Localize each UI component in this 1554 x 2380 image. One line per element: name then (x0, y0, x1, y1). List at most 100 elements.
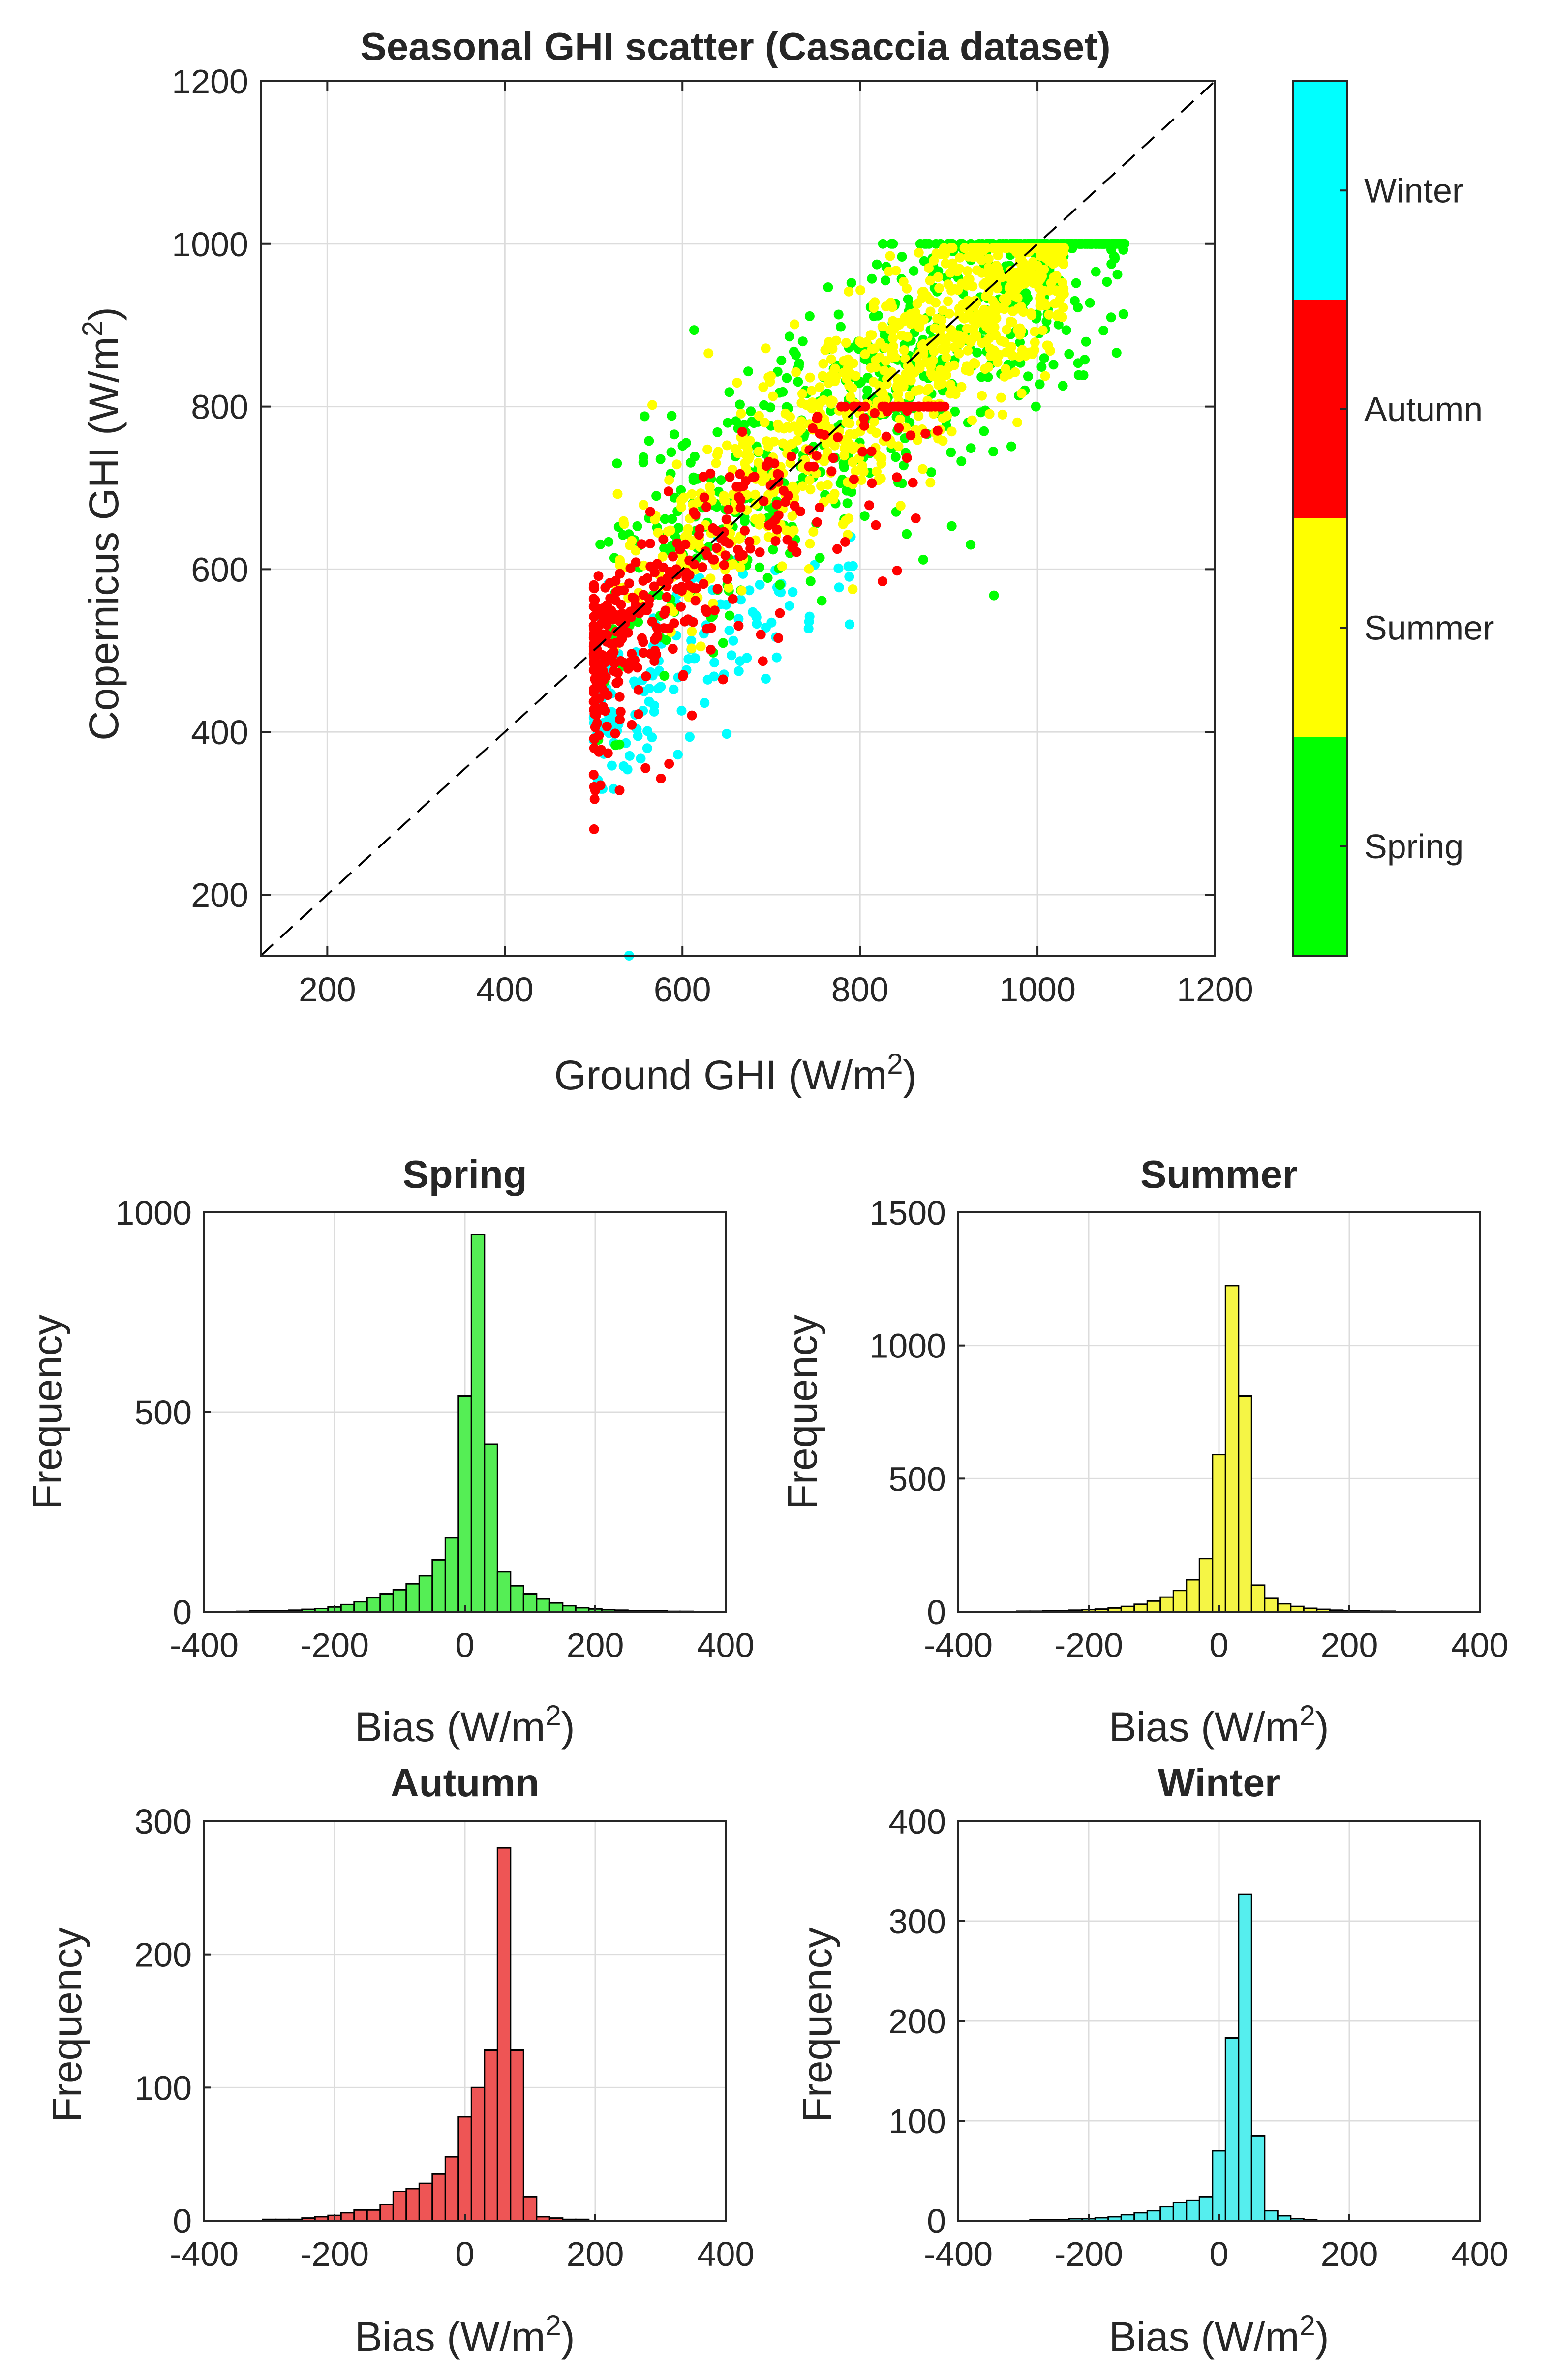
scatter-point-summer (848, 457, 858, 467)
scatter-point-autumn (589, 782, 599, 792)
scatter-point-winter (669, 684, 679, 694)
scatter-point-autumn (590, 722, 600, 732)
scatter-point-autumn (699, 579, 709, 589)
scatter-point-summer (1002, 325, 1012, 335)
histogram-bar-autumn (379, 2204, 394, 2222)
scatter-point-summer (719, 495, 729, 505)
scatter-point-summer (934, 283, 945, 293)
scatter-point-summer (909, 367, 919, 378)
scatter-point-summer (785, 412, 795, 422)
scatter-point-summer (885, 251, 895, 261)
scatter-point-summer (869, 417, 879, 427)
scatter-point-autumn (804, 445, 815, 455)
scatter-point-spring (902, 529, 912, 539)
histogram-bar-autumn (353, 2209, 368, 2222)
scatter-point-autumn (809, 461, 819, 472)
scatter-point-summer (914, 348, 925, 359)
scatter-point-summer (893, 318, 904, 328)
scatter-point-summer (867, 330, 877, 340)
scatter-point-autumn (728, 594, 738, 604)
scatter-point-autumn (591, 659, 601, 669)
histogram-bar-winter (1146, 2210, 1161, 2222)
scatter-point-autumn (720, 550, 731, 561)
scatter-point-summer (917, 464, 928, 474)
scatter-point-spring (867, 273, 877, 284)
scatter-point-winter (736, 595, 746, 605)
scatter-point-summer (933, 272, 943, 282)
scatter-ylabel: Copernicus GHI (W/m2) (77, 307, 127, 741)
scatter-point-summer (943, 296, 953, 306)
scatter-point-summer (683, 524, 693, 534)
scatter-point-spring (931, 239, 941, 249)
scatter-point-summer (790, 319, 800, 330)
scatter-point-spring (747, 417, 757, 427)
scatter-point-summer (921, 386, 932, 396)
scatter-point-summer (815, 382, 825, 392)
scatter-point-autumn (649, 656, 660, 666)
scatter-point-summer (869, 343, 880, 354)
colorbar-segment-spring (1293, 737, 1347, 956)
scatter-point-summer (911, 386, 920, 396)
scatter-point-spring (1039, 353, 1049, 363)
scatter-point-summer (730, 444, 740, 454)
scatter-point-summer (945, 243, 956, 253)
scatter-point-summer (1043, 243, 1053, 253)
scatter-point-autumn (664, 574, 674, 585)
scatter-point-summer (653, 528, 663, 538)
scatter-point-autumn (702, 607, 712, 617)
scatter-point-autumn (815, 503, 825, 512)
scatter-point-autumn (631, 557, 641, 568)
scatter-point-autumn (697, 562, 707, 572)
scatter-point-summer (922, 291, 932, 301)
scatter-point-autumn (772, 524, 782, 535)
histogram-bar-summer (1212, 1454, 1226, 1613)
scatter-point-autumn (870, 408, 880, 418)
scatter-point-autumn (613, 676, 624, 687)
scatter-point-autumn (735, 469, 745, 479)
scatter-point-autumn (722, 574, 732, 584)
scatter-point-summer (663, 526, 673, 537)
scatter-point-autumn (675, 544, 685, 555)
scatter-point-summer (972, 265, 982, 275)
histogram-bar-spring (536, 1598, 550, 1613)
scatter-point-autumn (589, 623, 599, 633)
histogram-bar-winter (1159, 2206, 1174, 2222)
scatter-point-summer (1019, 243, 1029, 253)
scatter-point-summer (979, 243, 989, 253)
scatter-point-autumn (709, 554, 719, 565)
scatter-point-spring (847, 487, 856, 497)
scatter-point-autumn (718, 674, 728, 685)
scatter-point-spring (1091, 267, 1101, 277)
scatter-xtick-label: 400 (476, 970, 534, 1009)
scatter-point-summer (983, 263, 994, 272)
scatter-point-autumn (690, 596, 701, 606)
scatter-point-autumn (631, 601, 641, 611)
scatter-point-autumn (828, 453, 838, 463)
scatter-point-summer (996, 335, 1006, 346)
scatter-point-autumn (589, 794, 600, 804)
scatter-point-summer (945, 268, 956, 278)
scatter-point-summer (639, 500, 649, 510)
scatter-point-summer (914, 411, 924, 421)
histogram-ytick-label: 0 (927, 2202, 946, 2240)
scatter-point-spring (1053, 319, 1064, 330)
histogram-xtick-label: -200 (300, 1626, 369, 1664)
scatter-point-summer (996, 392, 1006, 403)
histogram-bar-summer (1198, 1558, 1214, 1613)
scatter-point-autumn (719, 527, 729, 537)
scatter-point-spring (640, 411, 650, 422)
histogram-ytick-label: 300 (888, 1902, 946, 1941)
histogram-ytick-label: 0 (927, 1593, 946, 1631)
scatter-point-summer (839, 451, 850, 461)
scatter-point-summer (848, 443, 858, 453)
histogram-bar-winter (1250, 2135, 1266, 2222)
histogram-bar-autumn (522, 2196, 538, 2222)
scatter-xtick-label: 200 (299, 970, 356, 1009)
scatter-point-autumn (611, 587, 621, 597)
scatter-point-spring (846, 278, 856, 288)
scatter-point-spring (1074, 239, 1084, 249)
scatter-point-summer (1055, 294, 1065, 304)
scatter-point-autumn (763, 456, 774, 467)
histogram-xtick-label: 200 (567, 2235, 624, 2273)
scatter-point-autumn (877, 401, 887, 412)
